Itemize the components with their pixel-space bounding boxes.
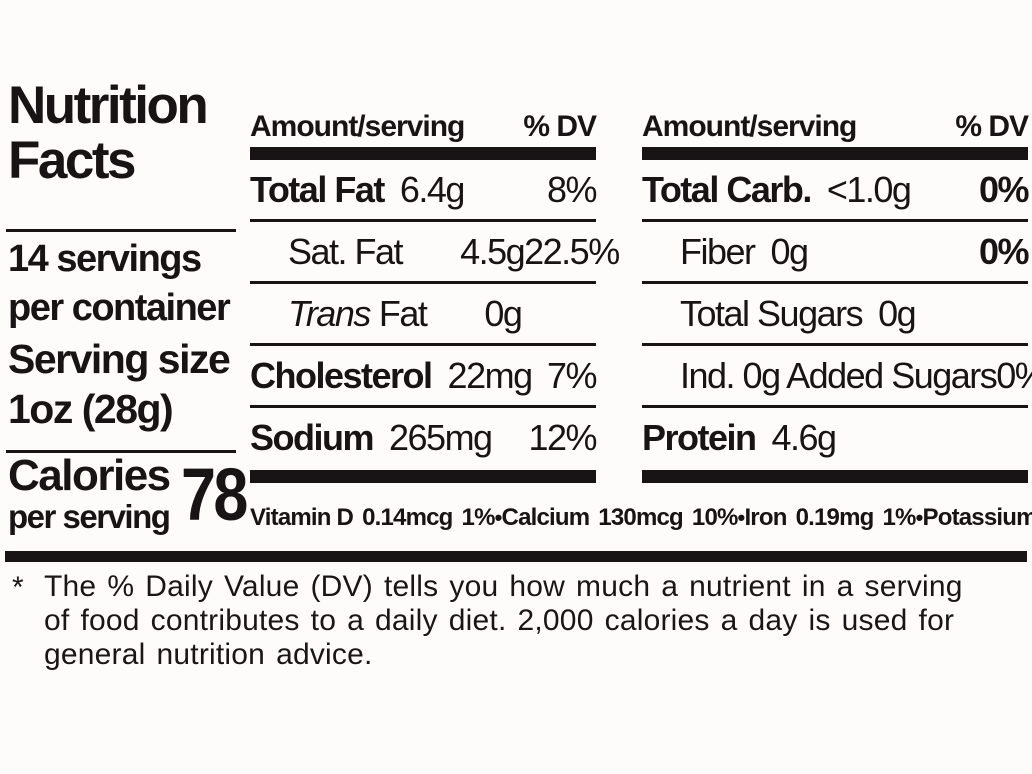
label-title: Nutrition Facts [8,76,209,191]
micronutrient-name: Iron [744,504,787,531]
micronutrient-vitamin-d: Vitamin D 0.14mcg 1% [250,504,495,532]
thick-bar [250,147,596,160]
serving-size-value: 1oz (28g) [8,386,174,433]
nutrient-amount: 0g [484,292,523,334]
serving-size-label: Serving size [8,336,231,382]
nutrient-name: Total Carb. [642,168,812,210]
micronutrient-amount: 0.19mg [795,504,875,531]
nutrient-row-trans-fat: Trans Fat 0g [250,281,596,343]
nutrient-dv: 8% [546,168,598,210]
footnote-line2: of food contributes to a daily diet. 2,0… [44,603,955,637]
nutrient-name: Cholesterol [250,354,433,396]
micronutrient-amount: 130mcg [598,504,683,531]
nutrient-name: Total Sugars [680,292,864,334]
thick-bar [5,551,1027,562]
dv-footnote: * The % Daily Value (DV) tells you how m… [10,570,1032,672]
micronutrient-potassium: Potassium 17.4mg 0% [923,504,1032,532]
calories-label-line1: Calories [8,451,171,500]
nutrient-name: Total Fat [250,168,385,210]
servings-per-container: 14 servings per container [8,235,231,332]
nutrient-amount: 0g [770,230,810,272]
nutrient-dv: 0% [978,230,1030,272]
micronutrient-amount: 0.14mcg [362,504,453,531]
nutrient-row-added-sugars: Ind. 0g Added Sugars 0% [642,343,1032,405]
nutrient-amount: 4.6g [771,416,838,458]
nutrient-row-sodium: Sodium 265mg 12% [250,405,597,467]
thick-bar [642,147,1028,160]
nutrient-dv: 0% [996,354,1032,396]
nutrient-dv: 22.5% [524,230,620,272]
servings-line1: 14 servings [8,238,202,280]
label-title-line2: Facts [8,131,136,191]
thick-bar [642,470,1028,483]
nutrient-dv: 12% [528,416,597,458]
micronutrient-dv: 10% [691,504,738,531]
asterisk-marker: * [12,571,24,604]
nutrient-row-sat-fat: Sat. Fat 4.5g 22.5% [250,219,620,281]
nutrient-name: Fiber [680,230,756,272]
nutrient-row-total-sugars: Total Sugars 0g [642,281,1028,343]
nutrient-amount: 265mg [389,416,493,458]
micronutrient-dv: 1% [461,504,496,531]
nutrient-row-total-fat: Total Fat 6.4g 8% [250,160,598,219]
nutrient-row-cholesterol: Cholesterol 22mg 7% [250,343,598,405]
micronutrient-name: Potassium [922,504,1032,531]
divider [6,450,236,453]
micronutrient-calcium: Calcium 130mcg 10% [501,504,739,532]
bullet-separator: • [737,505,746,530]
serving-size: Serving size 1oz (28g) [8,334,231,434]
column-header: Amount/serving % DV [250,100,597,144]
micronutrient-name: Vitamin D [250,504,354,531]
micronutrient-name: Calcium [501,504,591,531]
nutrient-rows: Total Fat 6.4g 8% Sat. Fat 4.5g 22.5% Tr… [250,160,620,467]
nutrient-name: Ind. 0g Added Sugars [680,354,998,396]
nutrient-row-protein: Protein 4.6g [642,405,1028,467]
nutrient-amount: 22mg [447,354,534,396]
footnote-line1: The % Daily Value (DV) tells you how muc… [44,570,963,603]
servings-line2: per container [8,286,231,329]
nutrient-amount: 6.4g [399,168,466,210]
calories-label-line2: per serving [8,497,171,535]
nutrient-row-fiber: Fiber 0g 0% [642,219,1030,281]
nutrient-dv: 0% [978,168,1030,210]
nutrient-amount: <1.0g [826,168,912,210]
column-header: Amount/serving % DV [642,100,1029,144]
nutrient-name-italic: Trans [288,292,371,334]
micronutrient-iron: Iron 0.19mg 1% [744,504,917,532]
nutrient-amount: 0g [878,292,917,334]
micronutrients-strip: Vitamin D 0.14mcg 1% • Calcium 130mcg 10… [250,490,1032,546]
nutrient-column-left: Amount/serving % DV Total Fat 6.4g 8% Sa… [250,100,620,483]
bullet-separator: • [915,505,924,530]
header-amount-serving: Amount/serving [250,110,465,143]
divider [6,229,236,232]
header-percent-dv: % DV [955,110,1029,143]
calories-value: 78 [181,453,248,536]
nutrient-dv: 7% [546,354,598,396]
header-percent-dv: % DV [523,110,597,143]
nutrient-name: Protein [642,416,757,458]
nutrient-row-total-carb: Total Carb. <1.0g 0% [642,160,1030,219]
nutrient-name: Fat [378,292,428,334]
nutrient-column-right: Amount/serving % DV Total Carb. <1.0g 0%… [642,100,1032,483]
nutrient-rows: Total Carb. <1.0g 0% Fiber 0g 0% Total S… [642,160,1032,467]
nutrient-name: Sodium [250,416,375,458]
calories-label: Calories per serving [8,451,171,535]
header-amount-serving: Amount/serving [642,110,857,143]
footnote-line3: general nutrition advice. [44,637,373,671]
nutrient-name: Sat. Fat [288,230,404,272]
nutrient-amount: 4.5g [460,230,526,272]
micronutrient-dv: 1% [882,504,917,531]
thick-bar [250,470,596,483]
bullet-separator: • [494,505,503,530]
label-title-line1: Nutrition [8,76,209,135]
